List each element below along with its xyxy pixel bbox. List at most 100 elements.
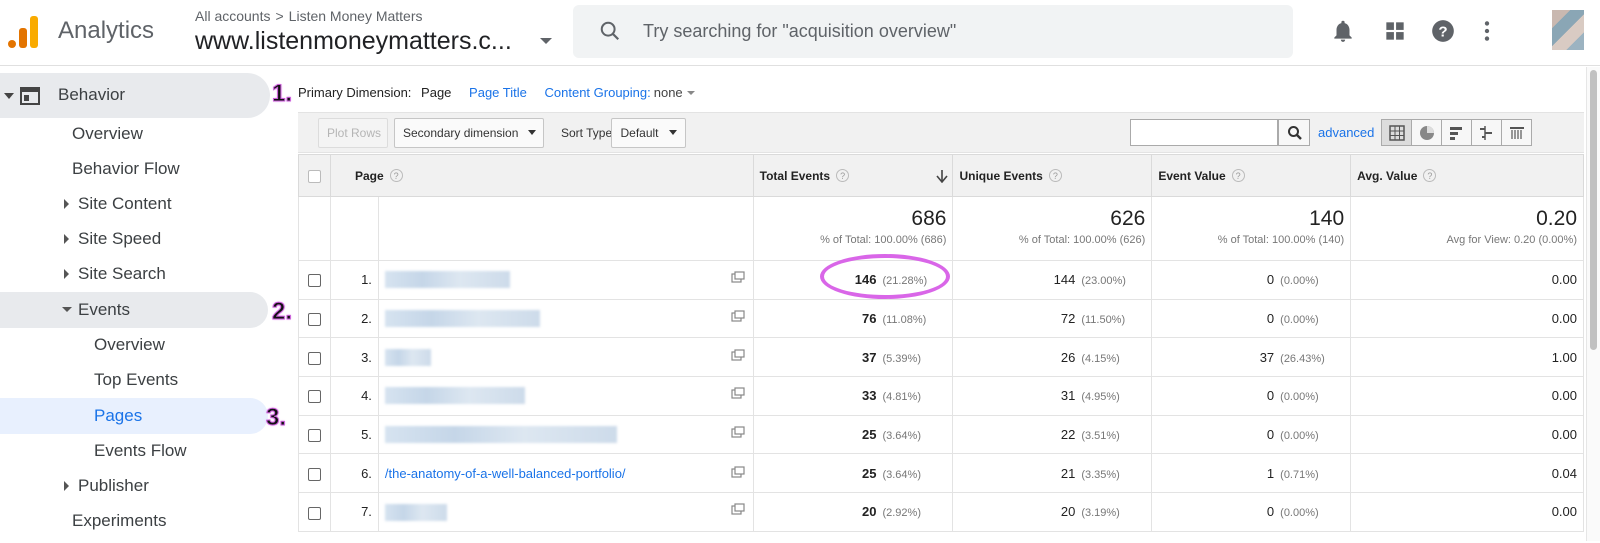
table-view-button[interactable] [1381, 119, 1412, 146]
search-icon [600, 21, 620, 41]
sidebar-item-behavior-flow[interactable]: Behavior Flow [72, 159, 180, 178]
col-unique-events[interactable]: Unique Events? [952, 154, 1153, 197]
select-all-cell [298, 154, 331, 197]
property-selector[interactable]: www.listenmoneymatters.c... [195, 27, 512, 55]
page-cell[interactable] [377, 492, 754, 532]
page-cell[interactable]: /the-anatomy-of-a-well-balanced-portfoli… [377, 453, 754, 494]
avg-value-cell: 0.00 [1350, 376, 1584, 416]
analytics-logo[interactable] [8, 14, 40, 48]
open-page-icon[interactable] [731, 503, 745, 516]
page-cell[interactable] [377, 260, 754, 300]
search-input[interactable] [643, 5, 1263, 58]
open-page-icon[interactable] [731, 349, 745, 361]
help-icon[interactable]: ? [1231, 168, 1245, 182]
col-avg-value[interactable]: Avg. Value? [1350, 154, 1584, 197]
row-checkbox[interactable] [307, 274, 321, 288]
page-cell[interactable] [377, 337, 754, 378]
col-total-events[interactable]: Total Events? [752, 154, 954, 197]
sidebar-item-events[interactable]: Events [0, 300, 270, 332]
help-icon[interactable]: ? [1423, 168, 1437, 182]
sidebar-item-site-search[interactable]: Site Search [0, 264, 270, 296]
content-grouping-value[interactable]: none [653, 85, 683, 100]
dimension-page[interactable]: Page [421, 85, 452, 100]
pivot-view-button[interactable] [1501, 119, 1532, 146]
open-page-icon[interactable] [731, 310, 745, 322]
comparison-view-button[interactable] [1471, 119, 1502, 146]
redacted-page-path [384, 426, 617, 444]
sidebar-section-behavior[interactable]: Behavior [0, 73, 270, 118]
table-row[interactable]: 7. 20 (2.92%) 20 (3.19%) 0 (0.00%) 0.00 [298, 492, 1584, 532]
bell-icon[interactable] [1330, 18, 1356, 44]
table-search-button[interactable] [1278, 119, 1310, 146]
help-icon[interactable]: ? [836, 168, 850, 182]
bar-view-button[interactable] [1441, 119, 1472, 146]
sidebar-item-top-events[interactable]: Top Events [94, 370, 179, 389]
caret-down-icon[interactable] [686, 91, 695, 95]
open-page-icon[interactable] [731, 271, 745, 283]
pie-view-button[interactable] [1411, 119, 1442, 146]
behavior-icon [20, 87, 40, 105]
content-grouping-label[interactable]: Content Grouping: [544, 85, 651, 100]
pie-chart-icon [1420, 126, 1434, 140]
sort-desc-icon [936, 170, 949, 183]
table-row[interactable]: 4. 33 (4.81%) 31 (4.95%) 0 (0.00%) 0.00 [298, 376, 1584, 416]
plot-rows-button[interactable]: Plot Rows [318, 118, 388, 148]
row-index: 3. [329, 337, 379, 378]
col-event-value[interactable]: Event Value? [1151, 154, 1352, 197]
scrollbar-thumb[interactable] [1590, 70, 1597, 350]
row-checkbox[interactable] [307, 467, 321, 481]
table-filter-input[interactable] [1130, 119, 1278, 146]
breadcrumb-account[interactable]: Listen Money Matters [288, 8, 423, 24]
avg-value-cell: 0.00 [1350, 414, 1584, 455]
row-checkbox[interactable] [307, 351, 321, 365]
secondary-dimension-dropdown[interactable]: Secondary dimension [394, 118, 544, 148]
sidebar-item-overview[interactable]: Overview [72, 124, 143, 143]
sidebar-item-events-overview[interactable]: Overview [94, 335, 165, 354]
more-vert-icon[interactable] [1474, 18, 1500, 44]
apps-grid-icon[interactable] [1382, 18, 1408, 44]
help-icon[interactable]: ? [389, 168, 403, 182]
breadcrumb-root[interactable]: All accounts [195, 8, 271, 24]
comparison-icon [1480, 126, 1492, 140]
event-value-cell: 0 (0.00%) [1151, 260, 1352, 300]
caret-down-icon[interactable] [540, 38, 552, 44]
search-bar[interactable] [573, 5, 1293, 58]
open-page-icon[interactable] [731, 387, 745, 399]
open-page-icon[interactable] [731, 426, 745, 438]
sidebar-item-site-speed[interactable]: Site Speed [0, 229, 270, 261]
sidebar-item-pages[interactable]: Pages [94, 406, 143, 425]
table-row[interactable]: 6. /the-anatomy-of-a-well-balanced-portfo… [298, 453, 1584, 494]
row-checkbox[interactable] [307, 429, 321, 443]
page-cell[interactable] [377, 414, 754, 455]
help-icon[interactable]: ? [1048, 168, 1062, 182]
row-index: 4. [329, 376, 379, 416]
row-checkbox[interactable] [307, 313, 321, 327]
select-all-checkbox[interactable] [307, 169, 321, 183]
avatar[interactable] [1552, 10, 1584, 50]
app-name: Analytics [58, 17, 155, 44]
help-icon[interactable]: ? [1430, 18, 1456, 44]
avg-value-cell: 0.00 [1350, 298, 1584, 339]
col-page[interactable]: Page? [329, 154, 754, 197]
dimension-page-title[interactable]: Page Title [469, 85, 527, 100]
sidebar-item-publisher[interactable]: Publisher [0, 476, 270, 508]
table-row[interactable]: 5. 25 (3.64%) 22 (3.51%) 0 (0.00%) 0.00 [298, 414, 1584, 455]
row-checkbox[interactable] [307, 390, 321, 404]
sidebar-item-site-content[interactable]: Site Content [0, 194, 270, 226]
total-events-cell: 76 (11.08%) [752, 298, 954, 339]
table-row[interactable]: 2. 76 (11.08%) 72 (11.50%) 0 (0.00%) 0.00 [298, 298, 1584, 339]
page-link[interactable]: /the-anatomy-of-a-well-balanced-portfoli… [384, 465, 626, 481]
table-row[interactable]: 3. 37 (5.39%) 26 (4.15%) 37 (26.43%) 1.00 [298, 337, 1584, 378]
sidebar-item-experiments[interactable]: Experiments [72, 511, 167, 530]
page-cell[interactable] [377, 298, 754, 339]
unique-events-cell: 26 (4.15%) [952, 337, 1153, 378]
bar-chart-icon [1450, 127, 1462, 140]
sidebar-item-events-flow[interactable]: Events Flow [94, 441, 187, 460]
sort-type-dropdown[interactable]: Default [611, 118, 686, 148]
breadcrumb[interactable]: All accounts > Listen Money Matters [195, 8, 423, 24]
table-header-row: Page? Total Events? Unique Events? Event… [298, 154, 1584, 197]
page-cell[interactable] [377, 376, 754, 416]
row-checkbox[interactable] [307, 506, 321, 520]
advanced-filter-link[interactable]: advanced [1318, 125, 1375, 140]
open-page-icon[interactable] [731, 466, 745, 478]
